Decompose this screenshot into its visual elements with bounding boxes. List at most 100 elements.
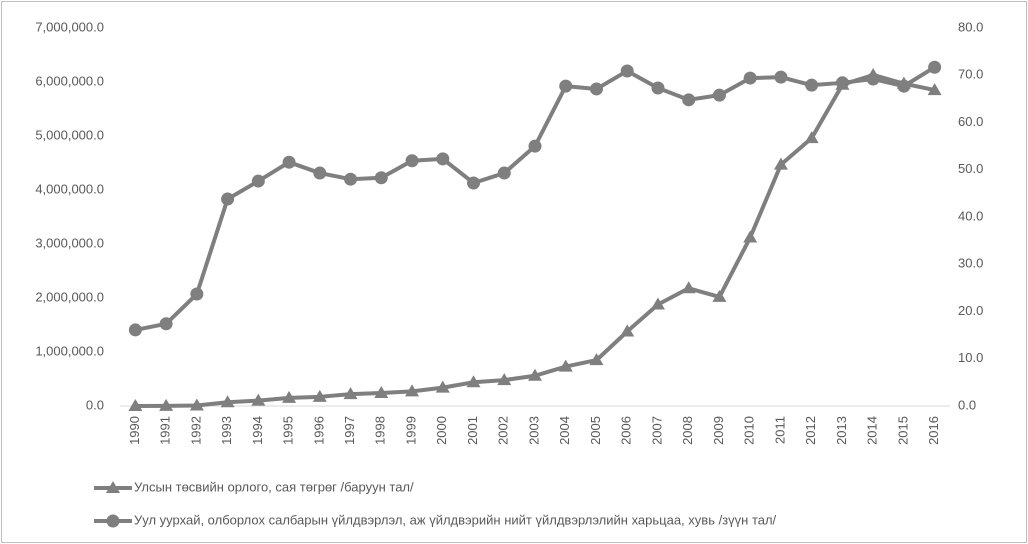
data-point [743, 71, 757, 85]
data-point [343, 387, 358, 400]
y2-tick-label: 20.0 [958, 303, 983, 318]
data-point [897, 79, 911, 93]
x-tick-label: 2009 [711, 416, 726, 445]
y-tick-label: 0.0 [86, 397, 104, 412]
x-tick-label: 2014 [865, 416, 880, 445]
x-tick-label: 2012 [803, 416, 818, 445]
data-point [650, 297, 665, 310]
y2-tick-label: 10.0 [958, 350, 983, 365]
x-tick-label: 2008 [680, 416, 695, 445]
data-point [159, 317, 173, 331]
data-point [712, 289, 727, 302]
data-point [282, 155, 296, 169]
data-point [620, 64, 634, 78]
x-tick-label: 2016 [926, 416, 941, 445]
x-tick-label: 1998 [373, 416, 388, 445]
legend-label: Уул уурхай, олборлох салбарын үйлдвэрлэл… [134, 512, 777, 527]
x-tick-label: 1993 [219, 416, 234, 445]
x-tick-label: 2011 [772, 416, 787, 444]
x-tick-label: 1997 [342, 416, 357, 445]
legend-label: Улсын төсвийн орлого, сая төгрөг /баруун… [134, 479, 414, 494]
data-point [773, 157, 788, 170]
legend-marker [106, 481, 120, 493]
data-point [313, 166, 327, 180]
data-point [251, 393, 266, 406]
y-tick-label: 7,000,000.0 [35, 19, 104, 34]
x-tick-label: 1996 [311, 416, 326, 445]
y2-tick-label: 70.0 [958, 67, 983, 82]
data-point [497, 373, 512, 386]
x-tick-label: 2004 [557, 416, 572, 445]
data-point [559, 79, 573, 93]
y2-tick-label: 80.0 [958, 19, 983, 34]
data-point [466, 375, 481, 388]
data-point [312, 389, 327, 402]
data-point [589, 82, 603, 96]
x-tick-label: 1994 [250, 416, 265, 445]
x-tick-label: 2015 [895, 416, 910, 445]
data-point [282, 390, 297, 403]
data-point [467, 176, 481, 190]
data-point [528, 368, 542, 381]
data-point [374, 386, 389, 399]
data-point [774, 70, 788, 84]
x-tick-label: 1995 [281, 416, 296, 445]
x-tick-label: 2000 [434, 416, 449, 445]
y-tick-label: 4,000,000.0 [35, 181, 104, 196]
data-point [805, 78, 819, 92]
data-point [189, 398, 204, 411]
y2-tick-label: 50.0 [958, 161, 983, 176]
data-point [712, 88, 726, 102]
x-tick-label: 1992 [188, 416, 203, 445]
data-point [128, 323, 142, 337]
data-point [435, 380, 450, 393]
x-tick-label: 2010 [742, 416, 757, 445]
data-point [743, 230, 758, 243]
x-tick-label: 1990 [127, 416, 142, 445]
data-point [220, 395, 235, 408]
data-point [528, 139, 542, 153]
x-tick-label: 2002 [496, 416, 511, 445]
data-point [927, 83, 942, 96]
legend-marker [106, 514, 120, 528]
x-tick-label: 2003 [526, 416, 541, 445]
x-tick-label: 2007 [649, 416, 664, 445]
data-point [190, 287, 204, 301]
x-tick-label: 1991 [158, 416, 173, 445]
x-tick-label: 2013 [834, 416, 849, 445]
x-tick-label: 2005 [588, 416, 603, 445]
data-point [436, 152, 450, 166]
data-point [497, 166, 511, 180]
data-point [804, 131, 819, 144]
data-point [866, 72, 880, 86]
y-tick-label: 1,000,000.0 [35, 343, 104, 358]
data-point [405, 384, 420, 397]
y-tick-label: 5,000,000.0 [35, 127, 104, 142]
y-tick-label: 6,000,000.0 [35, 73, 104, 88]
data-point [405, 154, 419, 168]
y2-tick-label: 0.0 [958, 397, 976, 412]
y2-tick-label: 30.0 [958, 256, 983, 271]
data-point [589, 353, 604, 366]
data-point [128, 399, 143, 411]
data-point [681, 281, 696, 294]
data-point [620, 324, 635, 337]
data-point [651, 81, 665, 95]
y2-tick-label: 40.0 [958, 208, 983, 223]
data-point [374, 171, 388, 185]
data-point [221, 192, 235, 206]
y-tick-label: 2,000,000.0 [35, 289, 104, 304]
data-point [682, 93, 696, 107]
y-tick-label: 3,000,000.0 [35, 235, 104, 250]
x-tick-label: 1999 [403, 416, 418, 445]
data-point [558, 359, 573, 372]
y2-tick-label: 60.0 [958, 114, 983, 129]
data-point [928, 60, 942, 74]
data-point [251, 174, 265, 188]
x-tick-label: 2006 [619, 416, 634, 445]
data-point [159, 398, 174, 411]
data-point [835, 76, 849, 90]
data-point [344, 172, 358, 186]
